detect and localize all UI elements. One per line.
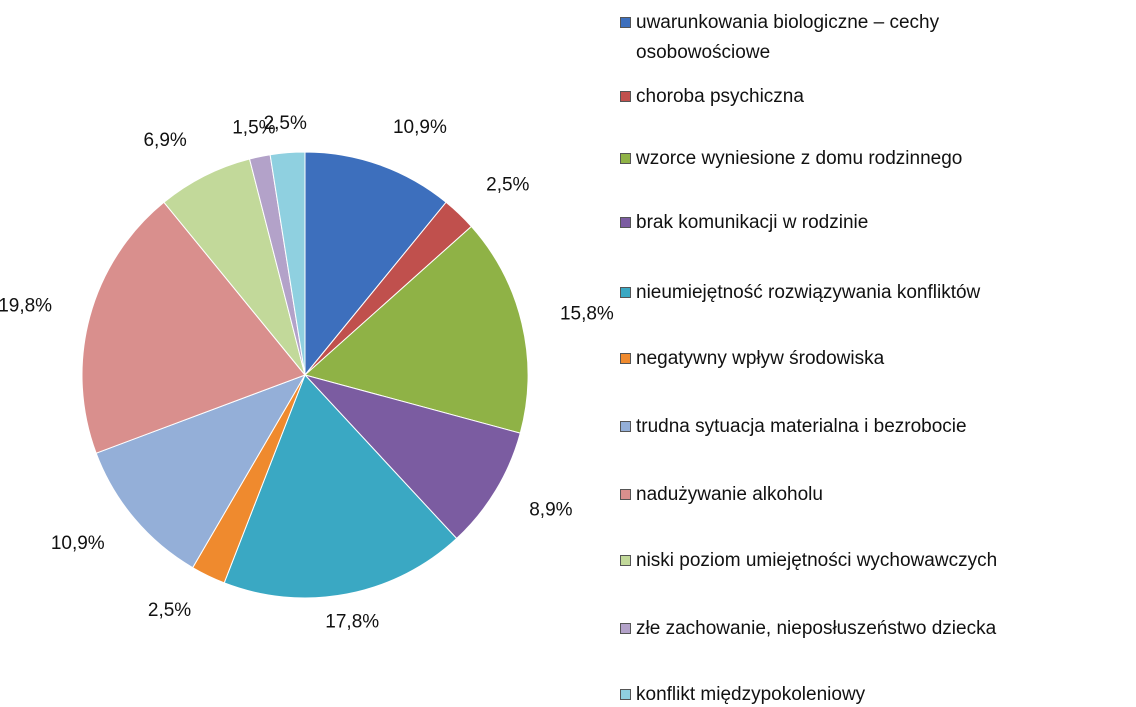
legend-swatch <box>620 153 631 164</box>
legend-swatch <box>620 91 631 102</box>
data-label: 19,8% <box>0 296 52 317</box>
legend-label: wzorce wyniesione z domu rodzinnego <box>636 148 963 169</box>
legend-label: nieumiejętność rozwiązywania konfliktów <box>636 282 981 303</box>
pie-slice <box>81 201 306 454</box>
legend-swatch <box>620 353 631 364</box>
pie-area: 10,9% 2,5% 15,8% 8,9% 17,8% 2,5% 10,9% 19,8% 6,9… <box>0 113 614 633</box>
legend-label: konflikt międzypokoleniowy <box>636 684 866 705</box>
data-label: 2,5% <box>264 113 307 134</box>
legend-label: negatywny wpływ środowiska <box>636 348 885 369</box>
legend-item: złe zachowanie, nieposłuszeństwo dziecka <box>620 614 1136 644</box>
legend-label: choroba psychiczna <box>636 86 804 107</box>
legend-item: nieumiejętność rozwiązywania konfliktów <box>620 278 1136 308</box>
data-label: 10,9% <box>393 117 447 138</box>
legend-swatch <box>620 689 631 700</box>
pie-slice <box>269 151 306 376</box>
legend-swatch <box>620 17 631 28</box>
pie-slice <box>303 225 529 434</box>
legend-item: brak komunikacji w rodzinie <box>620 208 1136 238</box>
legend-item: konflikt międzypokoleniowy <box>620 680 1136 707</box>
legend-item: uwarunkowania biologiczne – cechy osobow… <box>620 8 1136 68</box>
data-label: 17,8% <box>325 612 379 633</box>
legend-label: brak komunikacji w rodzinie <box>636 212 869 233</box>
legend-swatch <box>620 287 631 298</box>
legend-swatch <box>620 623 631 634</box>
legend-swatch <box>620 217 631 228</box>
data-label: 10,9% <box>51 533 105 554</box>
legend-label: niski poziom umiejętności wychowawczych <box>636 550 998 571</box>
legend-label: uwarunkowania biologiczne – cechy osobow… <box>636 12 940 63</box>
legend-item: trudna sytuacja materialna i bezrobocie <box>620 412 1136 442</box>
legend: uwarunkowania biologiczne – cechy osobow… <box>620 8 1136 707</box>
pie-slice <box>223 374 458 599</box>
data-label: 8,9% <box>529 500 572 521</box>
data-label: 1,5% <box>232 117 275 138</box>
data-label: 6,9% <box>143 130 186 151</box>
legend-swatch <box>620 489 631 500</box>
legend-label: nadużywanie alkoholu <box>636 484 823 505</box>
legend-label: trudna sytuacja materialna i bezrobocie <box>636 416 967 437</box>
pie-slice <box>304 151 447 377</box>
data-label: 2,5% <box>486 175 529 196</box>
legend-swatch <box>620 555 631 566</box>
legend-item: negatywny wpływ środowiska <box>620 344 1136 374</box>
data-label: 2,5% <box>148 600 191 621</box>
legend-label: złe zachowanie, nieposłuszeństwo dziecka <box>636 618 997 639</box>
legend-swatch <box>620 421 631 432</box>
legend-item: niski poziom umiejętności wychowawczych <box>620 546 1136 576</box>
legend-item: wzorce wyniesione z domu rodzinnego <box>620 144 1136 174</box>
legend-item: nadużywanie alkoholu <box>620 480 1136 510</box>
pie-slice <box>95 374 307 569</box>
legend-item: choroba psychiczna <box>620 82 1136 112</box>
data-label: 15,8% <box>560 304 614 325</box>
pie-slice <box>303 374 521 540</box>
